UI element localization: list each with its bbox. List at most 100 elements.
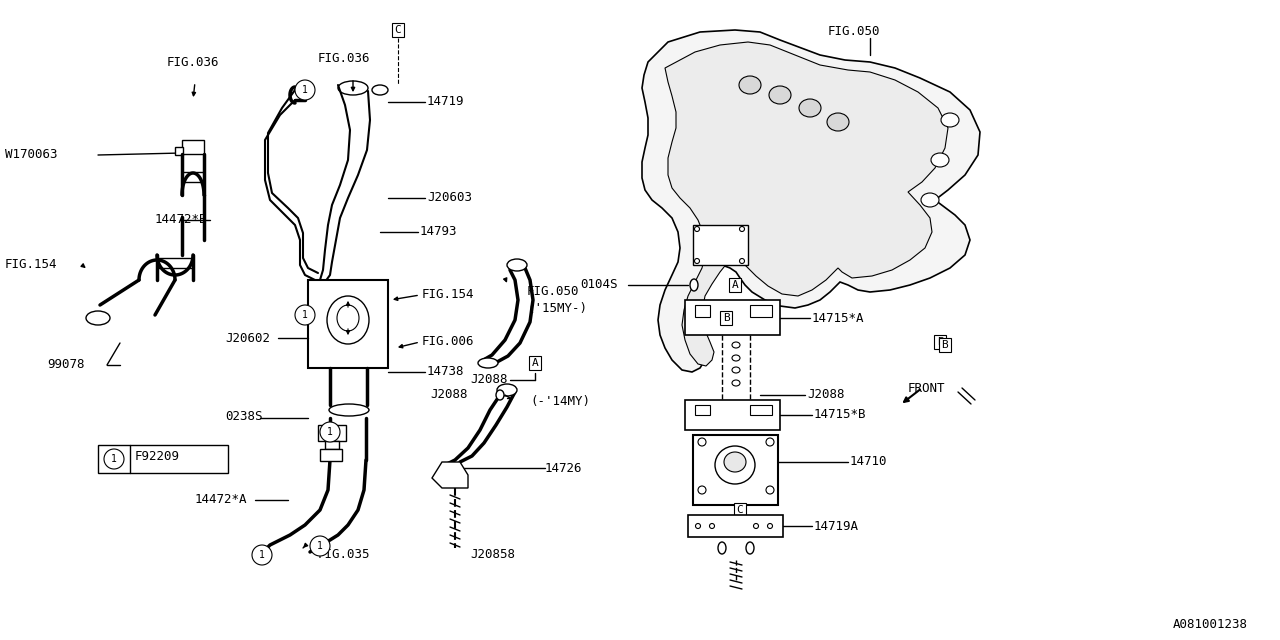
Text: W170063: W170063: [5, 148, 58, 161]
Text: B: B: [723, 313, 730, 323]
Ellipse shape: [765, 486, 774, 494]
Ellipse shape: [695, 259, 699, 264]
Text: 99078: 99078: [47, 358, 84, 371]
Ellipse shape: [732, 342, 740, 348]
Ellipse shape: [497, 390, 504, 400]
Text: 14793: 14793: [420, 225, 457, 238]
Text: J2088: J2088: [470, 373, 507, 386]
Ellipse shape: [765, 438, 774, 446]
Circle shape: [104, 449, 124, 469]
Text: 14726: 14726: [545, 462, 582, 475]
Text: B: B: [937, 337, 943, 347]
Text: (-'14MY): (-'14MY): [530, 395, 590, 408]
Ellipse shape: [718, 542, 726, 554]
Ellipse shape: [716, 446, 755, 484]
Text: FIG.154: FIG.154: [5, 258, 58, 271]
Text: FIG.035: FIG.035: [317, 548, 370, 561]
Text: FIG.050: FIG.050: [527, 285, 580, 298]
Text: J2088: J2088: [806, 388, 845, 401]
Ellipse shape: [739, 76, 762, 94]
Bar: [692, 435, 778, 505]
Text: J20858: J20858: [470, 548, 515, 561]
Ellipse shape: [754, 524, 759, 529]
Text: B: B: [942, 340, 948, 350]
Text: A: A: [732, 280, 739, 290]
Ellipse shape: [732, 355, 740, 361]
Ellipse shape: [338, 81, 369, 95]
Text: A: A: [531, 358, 539, 368]
Ellipse shape: [724, 452, 746, 472]
Text: 14715*B: 14715*B: [814, 408, 867, 421]
Ellipse shape: [709, 524, 714, 529]
Text: FIG.036: FIG.036: [166, 56, 219, 69]
Text: 14719: 14719: [428, 95, 465, 108]
Text: ('15MY-): ('15MY-): [527, 302, 588, 315]
Text: FIG.006: FIG.006: [422, 335, 475, 348]
Text: FIG.050: FIG.050: [828, 25, 881, 38]
Ellipse shape: [695, 524, 700, 529]
Circle shape: [252, 545, 273, 565]
Bar: [308, 280, 388, 368]
Ellipse shape: [326, 296, 369, 344]
Ellipse shape: [746, 542, 754, 554]
Text: J20602: J20602: [225, 332, 270, 345]
Text: C: C: [394, 25, 402, 35]
Text: 1: 1: [328, 427, 333, 437]
Bar: [325, 441, 339, 449]
Text: 0238S: 0238S: [225, 410, 262, 423]
Ellipse shape: [690, 279, 698, 291]
Text: J20603: J20603: [428, 191, 472, 204]
Text: 14710: 14710: [850, 455, 887, 468]
Ellipse shape: [695, 227, 699, 232]
Polygon shape: [643, 30, 980, 372]
Text: FIG.036: FIG.036: [317, 52, 370, 65]
Ellipse shape: [732, 380, 740, 386]
Bar: [175, 147, 183, 155]
Text: 14738: 14738: [428, 365, 465, 378]
Text: FIG.154: FIG.154: [422, 288, 475, 301]
Text: F92209: F92209: [134, 450, 180, 463]
Bar: [692, 225, 748, 265]
Ellipse shape: [732, 367, 740, 373]
Text: 1: 1: [259, 550, 265, 560]
Text: 1: 1: [111, 454, 116, 464]
Ellipse shape: [698, 438, 707, 446]
Bar: [99, 445, 228, 473]
Ellipse shape: [769, 86, 791, 104]
Ellipse shape: [799, 99, 820, 117]
Ellipse shape: [507, 259, 527, 271]
Ellipse shape: [827, 113, 849, 131]
Text: 1: 1: [302, 310, 308, 320]
Ellipse shape: [740, 259, 745, 264]
Bar: [685, 400, 780, 430]
Circle shape: [320, 422, 340, 442]
Polygon shape: [433, 462, 468, 488]
Bar: [695, 305, 710, 317]
Text: 14472*B: 14472*B: [155, 213, 207, 226]
Bar: [750, 405, 772, 415]
Bar: [750, 305, 772, 317]
Bar: [685, 300, 780, 335]
Polygon shape: [666, 42, 948, 366]
Ellipse shape: [477, 358, 498, 368]
Text: 0104S: 0104S: [580, 278, 617, 291]
Text: 14472*A: 14472*A: [195, 493, 247, 506]
Bar: [689, 515, 783, 537]
Text: J2088: J2088: [430, 388, 467, 401]
Ellipse shape: [698, 486, 707, 494]
Text: 14715*A: 14715*A: [812, 312, 864, 325]
Bar: [317, 425, 346, 441]
Ellipse shape: [922, 193, 940, 207]
Text: 1: 1: [317, 541, 323, 551]
Text: 1: 1: [302, 85, 308, 95]
Ellipse shape: [329, 404, 369, 416]
Ellipse shape: [941, 113, 959, 127]
Circle shape: [310, 536, 330, 556]
Circle shape: [294, 80, 315, 100]
Text: FRONT: FRONT: [908, 382, 946, 395]
Bar: [182, 140, 204, 154]
Ellipse shape: [931, 153, 948, 167]
Ellipse shape: [372, 85, 388, 95]
Ellipse shape: [740, 227, 745, 232]
Text: 14719A: 14719A: [814, 520, 859, 533]
